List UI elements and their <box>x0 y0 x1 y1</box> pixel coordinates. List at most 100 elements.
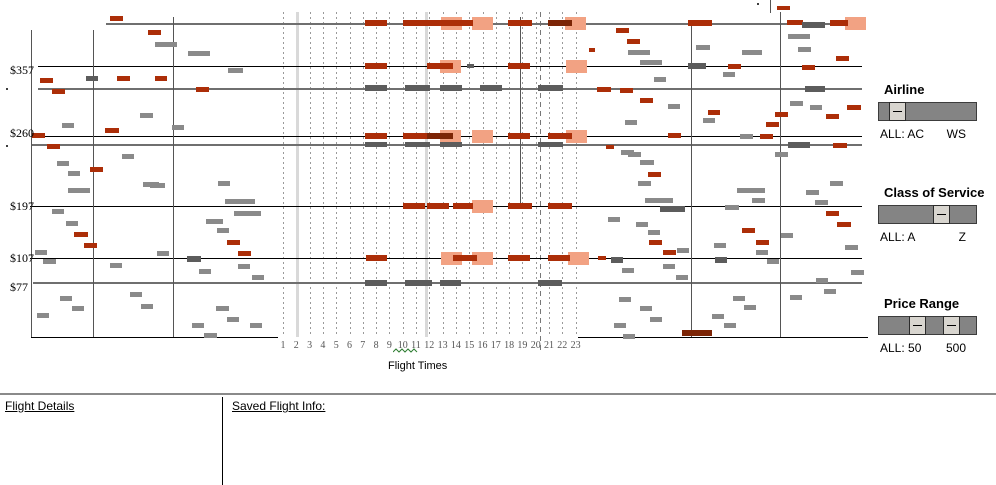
flight-bar[interactable] <box>141 304 153 309</box>
flight-bar[interactable] <box>598 256 606 260</box>
flight-bar[interactable] <box>824 289 836 294</box>
flight-bar[interactable] <box>608 217 620 222</box>
flight-bar[interactable] <box>777 6 790 10</box>
flight-bar[interactable] <box>806 190 819 195</box>
flight-bar[interactable] <box>238 264 250 269</box>
flight-bar[interactable] <box>851 270 864 275</box>
flight-bar[interactable] <box>756 250 768 255</box>
flight-bar[interactable] <box>640 306 652 311</box>
flight-bar[interactable] <box>766 122 779 127</box>
flight-bar[interactable] <box>110 263 122 268</box>
flight-bar[interactable] <box>744 305 756 310</box>
flight-bar[interactable] <box>790 295 802 300</box>
flight-bar[interactable] <box>645 198 673 203</box>
flight-bar[interactable] <box>650 317 662 322</box>
flight-bar[interactable] <box>403 133 427 139</box>
flight-bar[interactable] <box>816 278 828 283</box>
flight-bar[interactable] <box>538 280 562 286</box>
flight-bar[interactable] <box>148 30 161 35</box>
flight-bar[interactable] <box>155 42 177 47</box>
selected-flight-highlight[interactable] <box>472 252 493 265</box>
flight-bar[interactable] <box>781 233 793 238</box>
flight-bar[interactable] <box>84 243 97 248</box>
flight-bar[interactable] <box>760 134 773 139</box>
flight-bar[interactable] <box>62 123 74 128</box>
flight-bar[interactable] <box>427 133 453 139</box>
flight-bar[interactable] <box>365 142 387 147</box>
flight-bar[interactable] <box>72 306 84 311</box>
flight-bar[interactable] <box>228 68 243 73</box>
flight-bar[interactable] <box>676 275 688 280</box>
flight-bar[interactable] <box>648 172 661 177</box>
flight-bar[interactable] <box>157 251 169 256</box>
flight-bar[interactable] <box>47 144 60 149</box>
flight-bar[interactable] <box>627 39 640 44</box>
flight-bar[interactable] <box>365 85 387 91</box>
flight-bar[interactable] <box>188 51 210 56</box>
flight-bar[interactable] <box>206 219 223 224</box>
flight-bar[interactable] <box>606 145 614 149</box>
flight-bar[interactable] <box>663 250 676 255</box>
flight-bar[interactable] <box>616 28 629 33</box>
flight-bar[interactable] <box>654 77 666 82</box>
flight-bar[interactable] <box>110 16 123 21</box>
flight-bar[interactable] <box>250 323 262 328</box>
flight-bar[interactable] <box>830 20 848 26</box>
flight-bar[interactable] <box>733 296 745 301</box>
flight-bar[interactable] <box>508 133 530 139</box>
flight-bar[interactable] <box>440 142 462 147</box>
flight-bar[interactable] <box>810 105 822 110</box>
flight-bar[interactable] <box>752 198 765 203</box>
flight-bar[interactable] <box>217 228 229 233</box>
flight-bar[interactable] <box>427 203 449 209</box>
selected-flight-highlight[interactable] <box>472 17 493 30</box>
flight-bar[interactable] <box>192 323 204 328</box>
flight-bar[interactable] <box>60 296 72 301</box>
flight-bar[interactable] <box>196 87 209 92</box>
flight-bar[interactable] <box>723 72 735 77</box>
flight-bar[interactable] <box>548 133 572 139</box>
flight-bar[interactable] <box>68 188 90 193</box>
flight-bar[interactable] <box>227 240 240 245</box>
flight-bar[interactable] <box>619 297 631 302</box>
flight-bar[interactable] <box>453 255 477 261</box>
flight-bar[interactable] <box>836 56 849 61</box>
flight-bar[interactable] <box>668 133 681 138</box>
flight-bar[interactable] <box>480 85 502 91</box>
flight-bar[interactable] <box>847 105 861 110</box>
flight-bar[interactable] <box>40 78 53 83</box>
flight-bar[interactable] <box>640 160 654 165</box>
flight-bar[interactable] <box>826 211 839 216</box>
selected-flight-highlight[interactable] <box>845 17 866 30</box>
selected-flight-highlight[interactable] <box>568 252 589 265</box>
flight-bar[interactable] <box>620 88 633 93</box>
flight-bar[interactable] <box>712 314 724 319</box>
flight-bar[interactable] <box>802 22 825 28</box>
flight-bar[interactable] <box>440 280 461 286</box>
flight-bar[interactable] <box>117 76 130 81</box>
flight-bar[interactable] <box>788 34 810 39</box>
flight-bar[interactable] <box>725 205 739 210</box>
flight-bar[interactable] <box>756 240 769 245</box>
flight-bar[interactable] <box>37 313 49 318</box>
flight-bar[interactable] <box>508 63 530 69</box>
flight-bar[interactable] <box>105 128 119 133</box>
flight-bar[interactable] <box>622 268 634 273</box>
flight-bar[interactable] <box>688 20 712 26</box>
flight-bar[interactable] <box>427 63 453 69</box>
flight-bar[interactable] <box>830 181 843 186</box>
filter-airline-slider-track[interactable] <box>878 102 977 121</box>
flight-bar[interactable] <box>508 255 530 261</box>
flight-bar[interactable] <box>677 248 689 253</box>
flight-bar[interactable] <box>538 85 563 91</box>
flight-bar[interactable] <box>35 250 47 255</box>
flight-bar[interactable] <box>775 152 788 157</box>
flight-bar[interactable] <box>453 20 473 26</box>
flight-bar[interactable] <box>740 134 753 139</box>
flight-bar[interactable] <box>742 228 755 233</box>
flight-bar[interactable] <box>802 65 815 70</box>
flight-bar[interactable] <box>798 47 811 52</box>
flight-bar[interactable] <box>548 203 572 209</box>
flight-bar[interactable] <box>728 64 741 69</box>
flight-bar[interactable] <box>805 86 825 92</box>
